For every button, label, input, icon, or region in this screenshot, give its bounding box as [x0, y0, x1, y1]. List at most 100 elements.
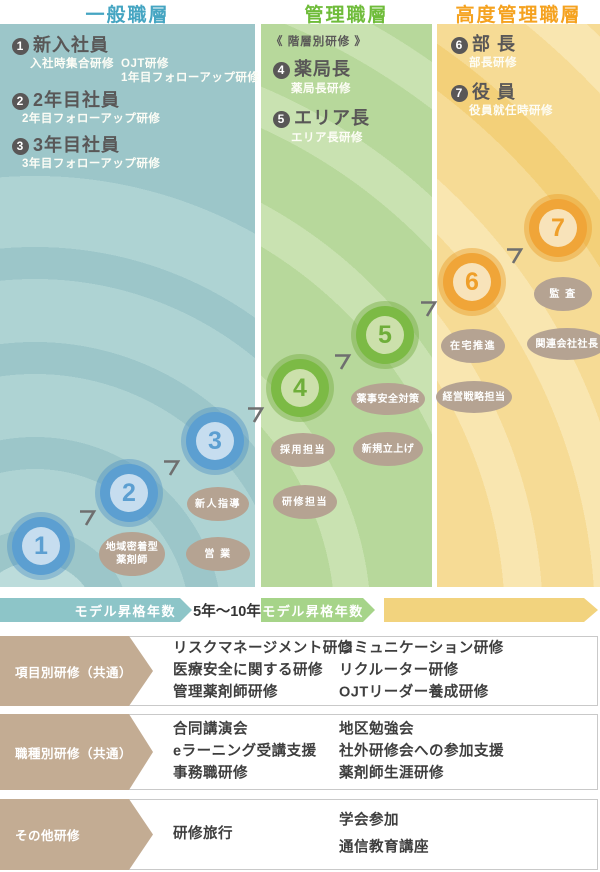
role-oval-newstore: 新規立上げ — [353, 432, 423, 466]
role-oval-homecare: 在宅推進 — [441, 329, 505, 363]
training-label: 3年目フォローアップ研修 — [22, 158, 161, 170]
table-row-label: その他研修 — [0, 799, 153, 870]
column-title-general: 一般職層 — [85, 5, 170, 26]
role-label: 採用担当 — [280, 444, 326, 456]
training-item: OJTリーダー養成研修 — [339, 683, 489, 700]
step-circle-3: 3 — [186, 412, 244, 470]
step-up-arrow-icon — [162, 458, 181, 477]
role-oval-sales: 営 業 — [186, 537, 250, 571]
promotion-years: 5年〜10年 — [193, 603, 261, 620]
step-up-arrow-icon — [419, 299, 438, 318]
item-year3-employee: 3 3年目社員 — [12, 131, 120, 157]
training-label: 2年目フォローアップ研修 — [22, 113, 161, 125]
training-item: 社外研修会への参加支援 — [339, 743, 504, 760]
panel-general — [0, 24, 255, 587]
role-label: 研修担当 — [282, 496, 328, 508]
item-name: 役 員 — [472, 82, 517, 102]
item-number-badge: 7 — [451, 84, 468, 102]
step-number: 2 — [110, 474, 148, 512]
table-col2: 地区勉強会 社外研修会への参加支援 薬剤師生涯研修 — [339, 719, 504, 784]
table-col1: 合同講演会 eラーニング受講支援 事務職研修 — [173, 719, 317, 784]
training-label: 入社時集合研修 — [30, 58, 114, 70]
table-col2: 学会参加 通信教育講座 — [339, 807, 429, 862]
promotion-label: モデル昇格年数 — [262, 603, 364, 619]
training-label: 部長研修 — [469, 57, 517, 69]
training-item: 学会参加 — [339, 811, 399, 828]
role-oval-audit: 監 査 — [534, 277, 592, 311]
role-oval-recruit: 採用担当 — [271, 433, 335, 467]
step-number: 5 — [366, 316, 404, 354]
role-label: 監 査 — [549, 288, 577, 300]
item-name: 3年目社員 — [33, 135, 121, 155]
training-label: エリア長研修 — [291, 132, 363, 144]
training-item: 薬剤師生涯研修 — [339, 764, 444, 781]
item-area-manager: 5 エリア長 — [273, 104, 370, 130]
table-row-other-training: その他研修 研修旅行 学会参加 通信教育講座 — [0, 799, 598, 870]
training-item: 研修旅行 — [173, 825, 233, 842]
training-item: 通信教育講座 — [339, 839, 429, 856]
table-row-jobtype-training: 職種別研修（共通） 合同講演会 eラーニング受講支援 事務職研修 地区勉強会 社… — [0, 714, 598, 790]
role-oval-mentor: 新人指導 — [187, 487, 249, 521]
step-circle-4: 4 — [271, 359, 329, 417]
step-up-arrow-icon — [333, 352, 352, 371]
step-circle-7: 7 — [529, 199, 587, 257]
role-label-line: 薬剤師 — [116, 555, 148, 566]
promotion-arrow-executive — [384, 598, 598, 622]
role-oval-regional-pharmacist: 地域密着型 薬剤師 — [99, 532, 165, 576]
role-label: 薬事安全対策 — [356, 393, 420, 405]
training-item: 事務職研修 — [173, 764, 248, 781]
role-oval-affiliate: 関連会社社長 — [527, 328, 600, 360]
step-up-arrow-icon — [505, 246, 524, 265]
item-pharmacy-manager: 4 薬局長 — [273, 55, 351, 81]
step-number: 6 — [453, 263, 491, 301]
promotion-arrow-general: モデル昇格年数 — [0, 598, 192, 622]
item-number-badge: 6 — [451, 36, 468, 54]
training-item: リスクマネージメント研修 — [173, 640, 353, 657]
training-item: コミュニケーション研修 — [339, 640, 504, 657]
step-number: 4 — [281, 369, 319, 407]
training-item: 管理薬剤師研修 — [173, 683, 278, 700]
item-number-badge: 5 — [273, 110, 290, 128]
training-item: eラーニング受講支援 — [173, 743, 317, 760]
hierarchy-training-note: 《 階層別研修 》 — [271, 36, 367, 48]
role-oval-safety: 薬事安全対策 — [351, 383, 425, 415]
step-circle-1: 1 — [12, 517, 70, 575]
training-item: 医療安全に関する研修 — [173, 662, 323, 679]
role-label-line: 地域密着型 — [105, 542, 159, 553]
item-number-badge: 4 — [273, 61, 290, 79]
training-item: 地区勉強会 — [339, 721, 414, 738]
step-circle-5: 5 — [356, 306, 414, 364]
training-item: 合同講演会 — [173, 721, 248, 738]
item-number-badge: 1 — [12, 37, 29, 55]
column-title-executive: 高度管理職層 — [455, 5, 582, 26]
role-label: 営 業 — [204, 548, 232, 560]
table-col1: 研修旅行 — [173, 821, 233, 849]
training-label: 1年目フォローアップ研修 — [121, 72, 260, 84]
training-label: OJT研修 — [121, 58, 169, 70]
item-name: 薬局長 — [294, 59, 351, 79]
step-up-arrow-icon — [246, 405, 265, 424]
training-item: リクルーター研修 — [339, 662, 459, 679]
item-new-employee: 1 新入社員 — [12, 31, 109, 57]
step-number: 3 — [196, 422, 234, 460]
role-oval-strategy: 経営戦略担当 — [436, 381, 512, 413]
step-circle-6: 6 — [443, 253, 501, 311]
step-up-arrow-icon — [78, 508, 97, 527]
table-row-label: 職種別研修（共通） — [0, 714, 153, 790]
item-number-badge: 2 — [12, 92, 29, 110]
item-name: 部 長 — [472, 34, 517, 54]
item-number-badge: 3 — [12, 137, 29, 155]
role-label: 新規立上げ — [361, 443, 415, 455]
training-label: 役員就任時研修 — [469, 105, 553, 117]
table-row-item-training: 項目別研修（共通） リスクマネージメント研修 医療安全に関する研修 管理薬剤師研… — [0, 636, 598, 706]
role-label: 新人指導 — [195, 498, 241, 510]
step-number: 7 — [539, 209, 577, 247]
promotion-arrow-management: モデル昇格年数 — [261, 598, 375, 622]
item-name: 新入社員 — [33, 35, 109, 55]
promotion-label: モデル昇格年数 — [74, 603, 176, 619]
table-row-label: 項目別研修（共通） — [0, 636, 153, 706]
role-oval-training: 研修担当 — [273, 485, 337, 519]
